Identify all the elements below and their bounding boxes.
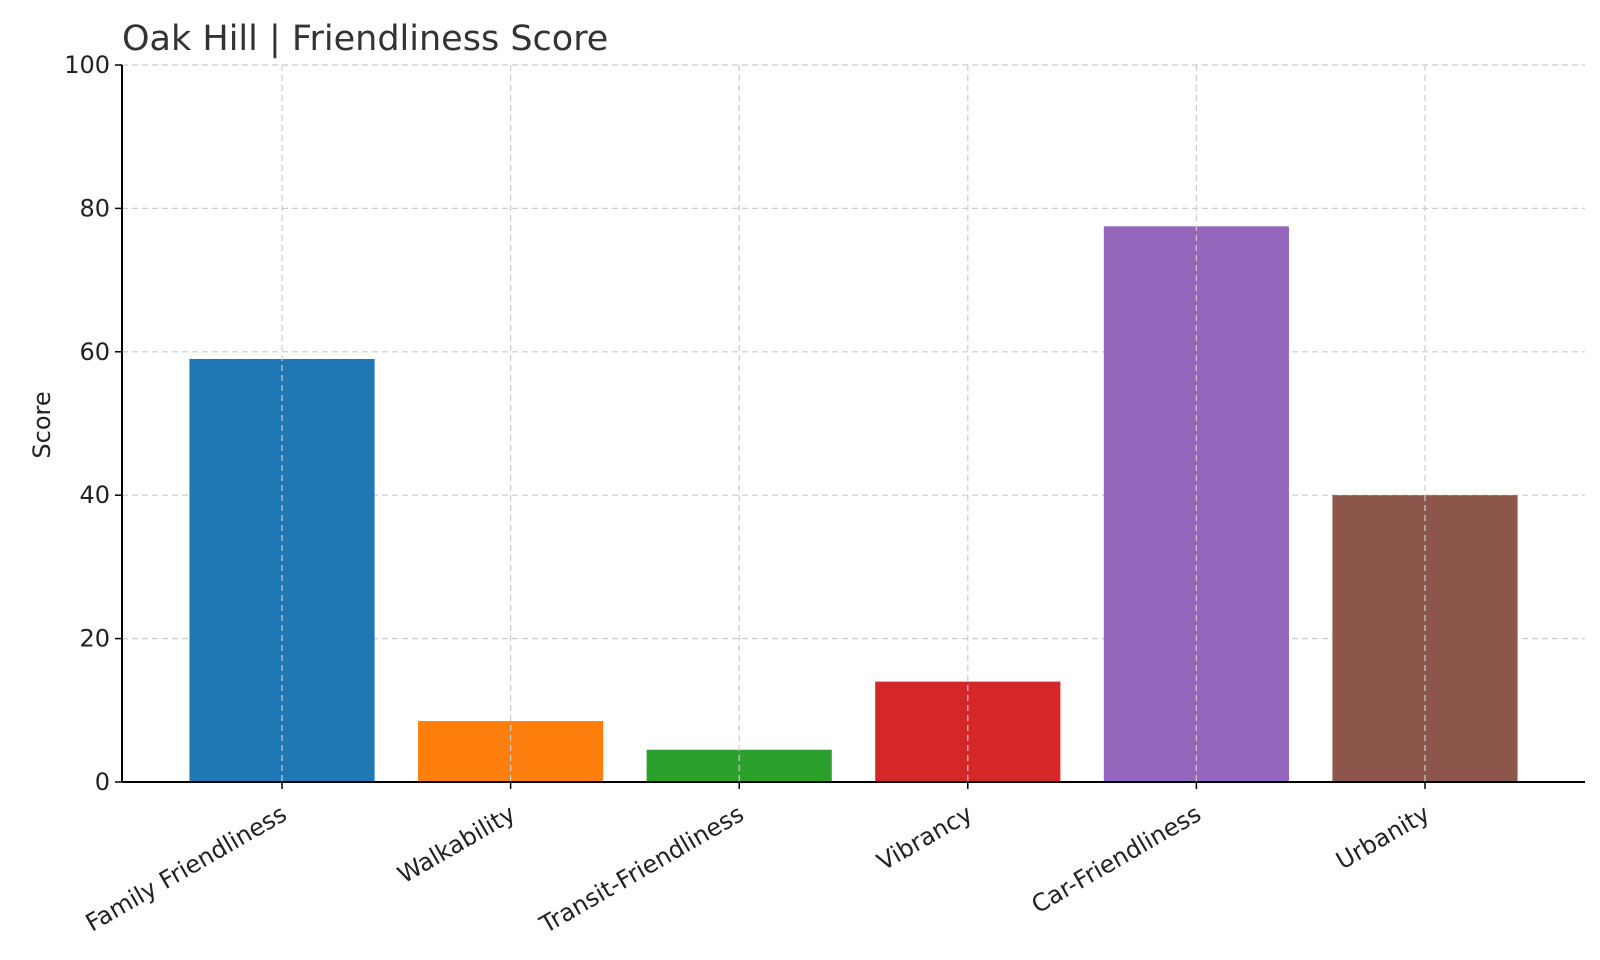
y-tick-label: 0 bbox=[95, 768, 110, 796]
axes bbox=[121, 65, 1585, 783]
y-axis-label: Score bbox=[28, 391, 56, 458]
y-tick-label: 80 bbox=[79, 194, 110, 222]
x-tick-label: Family Friendliness bbox=[81, 799, 292, 937]
x-tick-labels: Family Friendliness Walkability Transit-Fr… bbox=[81, 782, 1434, 939]
y-tick-label: 60 bbox=[79, 338, 110, 366]
x-tick-label: Transit-Friendliness bbox=[534, 799, 748, 939]
bar-walkability bbox=[418, 721, 604, 782]
chart-title: Oak Hill | Friendliness Score bbox=[122, 19, 608, 59]
x-tick-label: Vibrancy bbox=[872, 799, 977, 876]
bars bbox=[189, 226, 1518, 782]
y-tick-labels: 0 20 40 60 80 100 bbox=[64, 51, 122, 796]
x-tick-label: Walkability bbox=[393, 799, 520, 889]
y-tick-label: 100 bbox=[64, 51, 110, 79]
x-tick-label: Urbanity bbox=[1331, 799, 1434, 875]
x-tick-label: Car-Friendliness bbox=[1027, 799, 1206, 919]
y-tick-label: 40 bbox=[79, 481, 110, 509]
y-tick-label: 20 bbox=[79, 625, 110, 653]
